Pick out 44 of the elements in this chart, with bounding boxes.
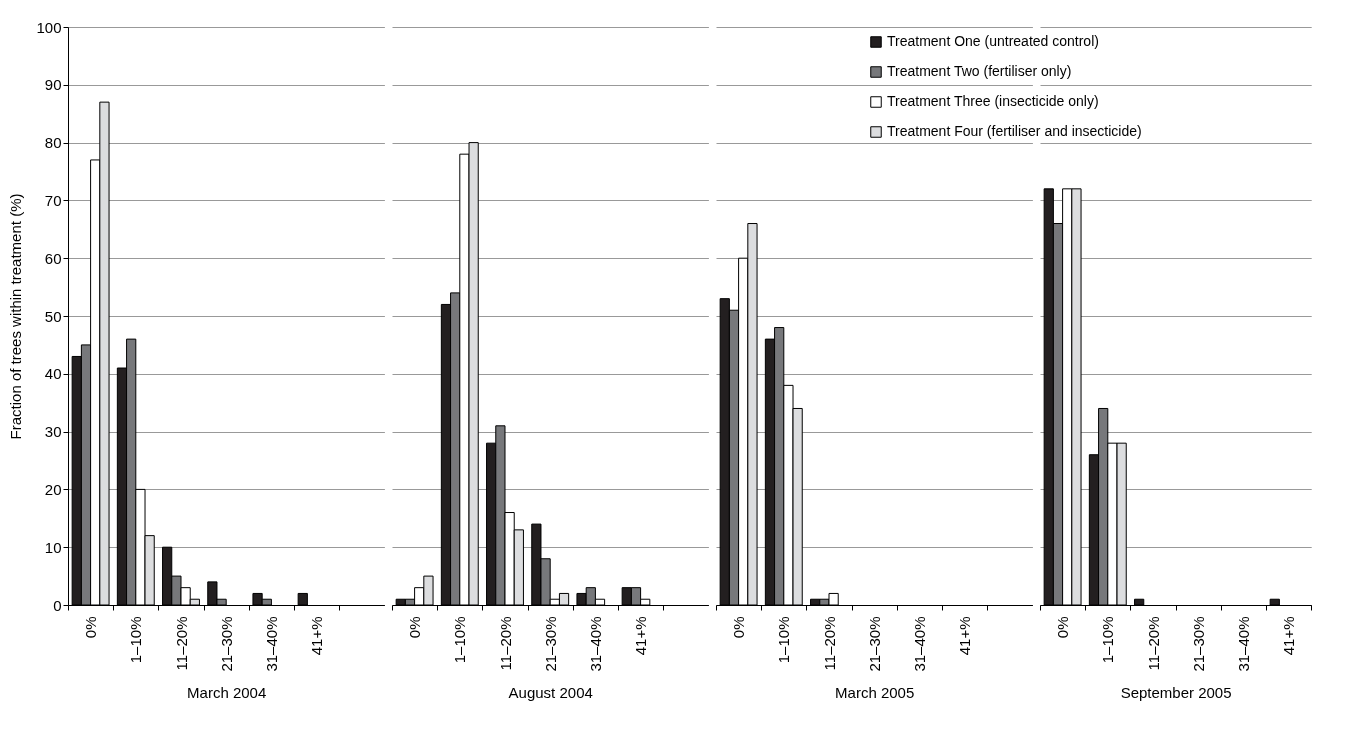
y-tick-label: 40 [44,365,62,383]
y-axis-title: Fraction of trees within treatment (%) [7,193,25,440]
y-tick-label: 20 [44,480,62,498]
x-tick-label: 21–30% [865,616,883,672]
x-tick-label: 0% [82,616,100,639]
y-tick-label: 90 [44,76,62,94]
x-tick-label: 1–10% [775,616,793,664]
x-tick-label: 1–10% [1099,616,1117,664]
x-tick-label: 1–10% [127,616,145,664]
x-tick-label: 1–10% [451,616,469,664]
x-axis-title: March 2004 [187,683,267,701]
x-tick-label: 31–40% [910,616,928,672]
x-tick-label: 21–30% [541,616,559,672]
x-tick-label: 41+% [308,616,326,656]
x-tick-label: 41+% [1280,616,1298,656]
x-tick-label: 0% [1054,616,1072,639]
x-tick-label: 41+% [956,616,974,656]
x-tick-label: 11–20% [820,616,838,671]
legend-label: Treatment Three (insecticide only) [887,93,1099,109]
x-tick-label: 11–20% [496,616,514,671]
x-tick-label: 0% [406,616,424,639]
y-tick-label: 10 [44,538,62,556]
x-tick-label: 21–30% [217,616,235,672]
y-tick-label: 30 [44,423,62,441]
legend-label: Treatment One (untreated control) [887,33,1099,49]
x-tick-label: 11–20% [1144,616,1162,671]
legend-label: Treatment Two (fertiliser only) [887,63,1072,79]
x-tick-label: 31–40% [586,616,604,672]
x-tick-label: 11–20% [172,616,190,671]
x-axis-title: March 2005 [835,683,915,701]
x-axis-title: August 2004 [508,683,593,701]
legend-label: Treatment Four (fertiliser and insecticide) [887,123,1142,139]
x-tick-label: 31–40% [1234,616,1252,672]
y-tick-label: 60 [44,249,62,267]
x-tick-label: 31–40% [262,616,280,672]
x-tick-label: 41+% [632,616,650,656]
y-tick-label: 100 [36,18,62,36]
x-tick-label: 0% [730,616,748,639]
y-tick-label: 80 [44,134,62,152]
y-tick-label: 0 [53,596,62,614]
x-tick-label: 21–30% [1189,616,1207,672]
y-tick-label: 50 [44,307,62,325]
y-tick-label: 70 [44,191,62,209]
x-axis-title: September 2005 [1120,683,1232,701]
